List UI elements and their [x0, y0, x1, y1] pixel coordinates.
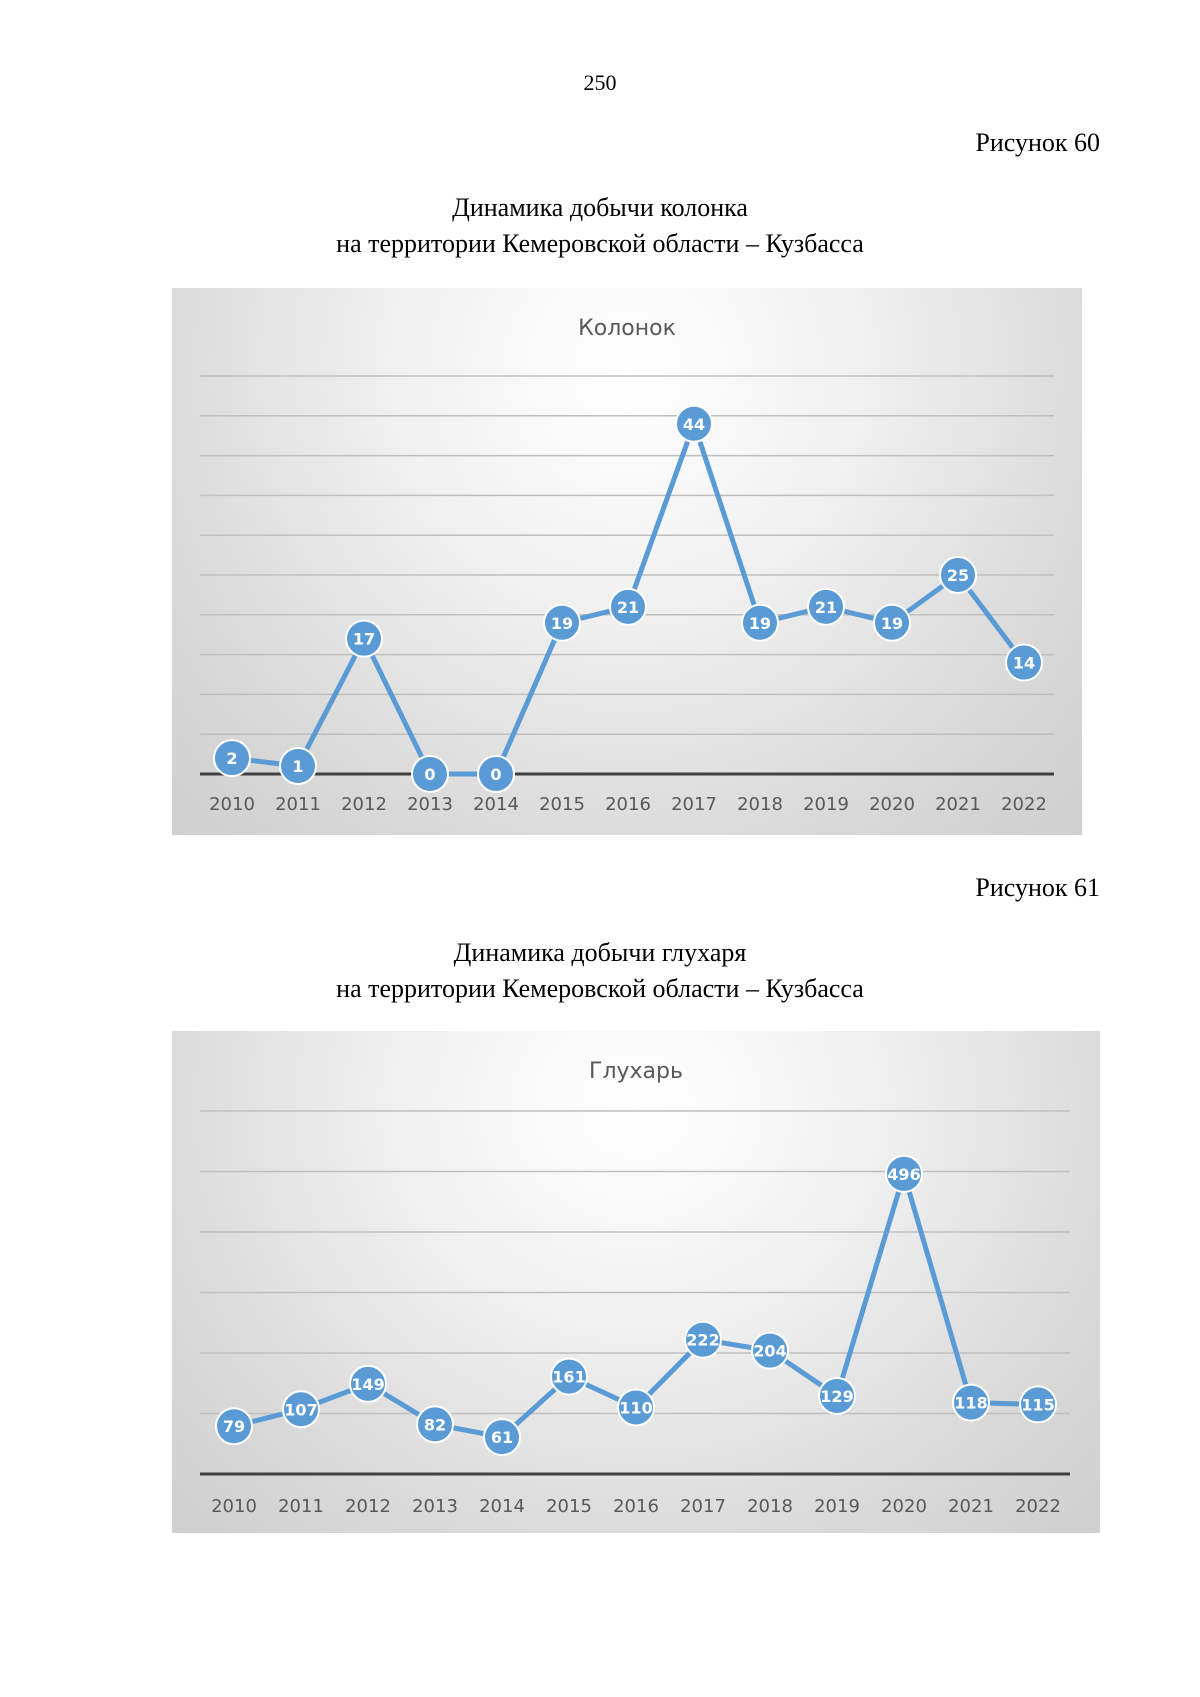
data-label: 161: [552, 1368, 585, 1387]
data-point: [675, 404, 713, 443]
data-point: [213, 739, 251, 778]
data-label: 496: [887, 1165, 920, 1184]
data-point: [885, 1154, 923, 1193]
data-point: [939, 556, 977, 594]
data-point: [818, 1376, 856, 1415]
data-label: 0: [424, 765, 435, 784]
data-point: [345, 619, 383, 658]
chart-glukhar: Глухарь 2010 2011 2012 2013 2014 2015 2016 2017 2…: [172, 1031, 1100, 1533]
x-tick-label: 2019: [803, 794, 849, 815]
data-label: 61: [491, 1428, 513, 1447]
chart-glukhar-svg: Глухарь 2010 2011 2012 2013 2014 2015 2016 2017 2…: [200, 1059, 1070, 1517]
x-tick-label: 2021: [935, 794, 981, 815]
x-tick-label: 2018: [737, 794, 783, 815]
chart-kolonok: Колонок 2010 2011 2012 2013 2014 2015 2016 2017 2…: [172, 288, 1082, 835]
data-point: [477, 755, 515, 793]
data-label: 204: [753, 1342, 786, 1361]
x-tick-label: 2019: [814, 1496, 860, 1517]
x-tick-label: 2022: [1001, 794, 1047, 815]
data-point: [741, 603, 779, 642]
data-label: 0: [490, 765, 501, 784]
x-tick-label: 2018: [747, 1496, 793, 1517]
x-tick-label: 2013: [412, 1496, 458, 1517]
x-tick-label: 2011: [275, 794, 321, 815]
data-point: [349, 1364, 387, 1403]
data-label: 115: [1021, 1395, 1054, 1414]
figure-label-60: Рисунок 60: [975, 128, 1100, 157]
x-tick-label: 2013: [407, 794, 453, 815]
figure-title-61-line1: Динамика добычи глухаря: [453, 938, 747, 967]
x-tick-label: 2015: [546, 1496, 592, 1517]
data-label: 19: [881, 614, 903, 633]
figure-title-61-line2: на территории Кемеровской области – Кузб…: [336, 974, 864, 1003]
data-point: [279, 747, 317, 786]
x-tick-label: 2014: [479, 1496, 525, 1517]
data-label: 82: [424, 1415, 446, 1434]
data-label: 79: [223, 1417, 245, 1436]
x-tick-label: 2016: [605, 794, 651, 815]
data-point: [873, 603, 911, 642]
data-label: 21: [815, 598, 837, 617]
page-number: 250: [583, 70, 617, 95]
x-tick-label: 2010: [209, 794, 255, 815]
x-tick-label: 2011: [278, 1496, 324, 1517]
data-point: [1019, 1385, 1057, 1424]
data-label: 110: [619, 1398, 652, 1417]
x-tick-label: 2021: [948, 1496, 994, 1517]
data-point: [952, 1383, 990, 1422]
data-point: [483, 1418, 521, 1457]
data-point: [609, 587, 647, 626]
chart-title: Колонок: [578, 316, 676, 341]
figure-title-60-line1: Динамика добычи колонка: [452, 193, 748, 222]
chart-title: Глухарь: [589, 1059, 683, 1084]
x-tick-label: 2017: [671, 794, 717, 815]
data-label: 44: [683, 415, 705, 434]
data-label: 14: [1013, 654, 1035, 673]
data-label: 19: [551, 614, 573, 633]
figure-label-61: Рисунок 61: [975, 873, 1100, 902]
x-tick-label: 2016: [613, 1496, 659, 1517]
data-point: [550, 1357, 588, 1396]
x-tick-label: 2014: [473, 794, 519, 815]
data-point: [684, 1320, 722, 1359]
x-tick-label: 2010: [211, 1496, 257, 1517]
data-label: 107: [284, 1400, 317, 1419]
data-point: [411, 755, 449, 793]
data-label: 149: [351, 1375, 384, 1394]
data-label: 118: [954, 1394, 987, 1413]
data-point: [215, 1407, 253, 1446]
data-point: [416, 1405, 454, 1444]
data-label: 19: [749, 614, 771, 633]
data-label: 222: [686, 1331, 719, 1350]
data-point: [282, 1390, 320, 1429]
data-point: [543, 603, 581, 642]
data-point: [617, 1388, 655, 1427]
figure-title-60-line2: на территории Кемеровской области – Кузб…: [336, 229, 864, 258]
data-label: 21: [617, 598, 639, 617]
data-point: [751, 1331, 789, 1370]
data-label: 17: [353, 630, 375, 649]
x-tick-label: 2022: [1015, 1496, 1061, 1517]
x-tick-label: 2017: [680, 1496, 726, 1517]
data-label: 25: [947, 566, 969, 585]
data-label: 1: [292, 757, 303, 776]
x-tick-label: 2012: [345, 1496, 391, 1517]
x-tick-label: 2020: [881, 1496, 927, 1517]
x-tick-label: 2015: [539, 794, 585, 815]
x-tick-label: 2020: [869, 794, 915, 815]
data-point: [807, 587, 845, 626]
x-tick-label: 2012: [341, 794, 387, 815]
data-label: 2: [226, 749, 237, 768]
data-point: [1005, 643, 1043, 682]
data-label: 129: [820, 1387, 853, 1406]
